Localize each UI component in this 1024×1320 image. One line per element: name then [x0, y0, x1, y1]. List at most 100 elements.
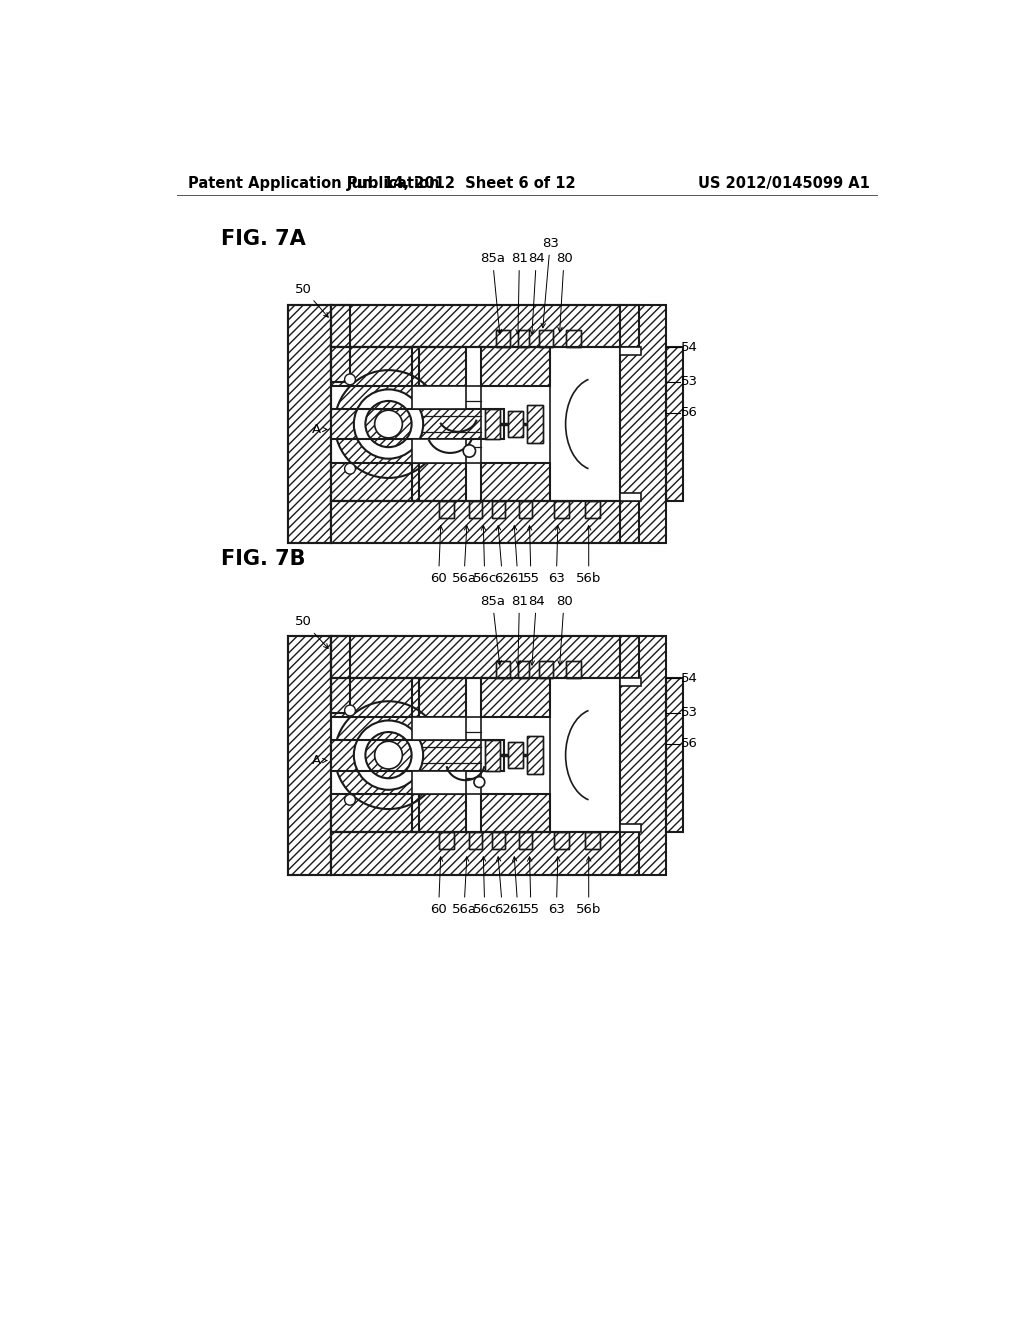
Text: 50: 50 — [295, 282, 329, 317]
Bar — [519, 832, 531, 849]
Bar — [518, 330, 529, 347]
Bar — [481, 462, 550, 502]
Text: 81: 81 — [511, 594, 527, 665]
Bar — [519, 502, 531, 517]
Bar — [666, 678, 683, 832]
Bar — [481, 462, 550, 502]
Text: 60: 60 — [430, 525, 446, 585]
Bar — [481, 347, 550, 385]
Bar — [484, 739, 500, 771]
Text: 56c: 56c — [473, 525, 497, 585]
Bar — [539, 330, 553, 347]
Bar — [331, 305, 639, 347]
Circle shape — [345, 374, 355, 385]
Text: 50: 50 — [295, 615, 328, 648]
Text: 56: 56 — [681, 737, 698, 750]
Bar — [412, 462, 466, 502]
Bar — [585, 832, 600, 849]
Bar — [620, 678, 641, 686]
Bar — [412, 385, 466, 409]
Text: 56: 56 — [681, 407, 698, 418]
Bar — [539, 661, 553, 678]
Bar — [620, 494, 641, 502]
Bar — [666, 347, 683, 502]
Bar — [289, 636, 331, 875]
Bar — [519, 502, 531, 517]
Bar — [481, 385, 550, 462]
Text: 53: 53 — [681, 375, 698, 388]
Bar — [585, 502, 600, 517]
Bar — [565, 661, 581, 678]
Bar — [508, 742, 523, 768]
Bar — [565, 330, 581, 347]
Circle shape — [366, 401, 412, 447]
Bar — [331, 636, 350, 713]
Bar — [497, 661, 510, 678]
Text: 56a: 56a — [452, 525, 476, 585]
Circle shape — [345, 795, 355, 805]
Bar — [412, 440, 466, 462]
Bar — [493, 502, 505, 517]
Text: A: A — [311, 422, 321, 436]
Bar — [620, 636, 666, 875]
Circle shape — [474, 776, 484, 788]
Bar — [331, 832, 639, 875]
Text: 56b: 56b — [577, 525, 601, 585]
Bar — [438, 832, 454, 849]
Circle shape — [375, 411, 402, 438]
Text: 80: 80 — [556, 594, 572, 665]
Bar — [497, 330, 510, 347]
Text: A: A — [311, 754, 321, 767]
Circle shape — [345, 705, 355, 715]
Bar — [508, 411, 523, 437]
Text: 84: 84 — [528, 252, 545, 334]
Text: 63: 63 — [548, 857, 565, 916]
Bar — [412, 771, 466, 793]
Circle shape — [463, 445, 475, 457]
Bar — [620, 825, 641, 832]
Bar — [331, 678, 419, 717]
Text: FIG. 7A: FIG. 7A — [221, 230, 306, 249]
Text: 85a: 85a — [480, 252, 505, 334]
Text: 54: 54 — [681, 341, 698, 354]
Bar — [554, 502, 569, 517]
Text: 62: 62 — [494, 525, 511, 585]
Circle shape — [354, 389, 423, 459]
Bar — [620, 305, 666, 544]
Bar — [484, 409, 500, 440]
Bar — [481, 717, 550, 793]
Bar — [438, 502, 454, 517]
Bar — [518, 330, 529, 347]
Bar — [412, 678, 466, 717]
Bar — [565, 661, 581, 678]
Bar — [289, 636, 331, 875]
Bar — [554, 832, 569, 849]
Bar — [493, 832, 505, 849]
Bar — [412, 678, 466, 717]
Text: 85a: 85a — [480, 594, 505, 665]
Bar — [331, 832, 639, 875]
Bar — [508, 411, 523, 437]
Circle shape — [345, 463, 355, 474]
Bar — [469, 502, 481, 517]
Bar — [481, 678, 550, 717]
Bar — [331, 462, 419, 502]
Bar — [527, 405, 543, 444]
Text: 80: 80 — [556, 252, 572, 331]
Text: FIG. 7B: FIG. 7B — [221, 549, 306, 569]
Bar — [331, 305, 350, 381]
Bar — [481, 347, 550, 385]
Bar — [331, 678, 419, 717]
Bar — [331, 739, 504, 771]
Bar — [565, 330, 581, 347]
Text: 56c: 56c — [473, 857, 497, 916]
Bar — [331, 739, 504, 771]
Bar — [331, 347, 419, 385]
Bar — [527, 405, 543, 444]
Text: 61: 61 — [509, 525, 526, 585]
Text: 62: 62 — [494, 857, 511, 916]
Bar — [331, 347, 419, 385]
Bar — [289, 305, 331, 544]
Text: 60: 60 — [430, 857, 446, 916]
Bar — [331, 462, 419, 502]
